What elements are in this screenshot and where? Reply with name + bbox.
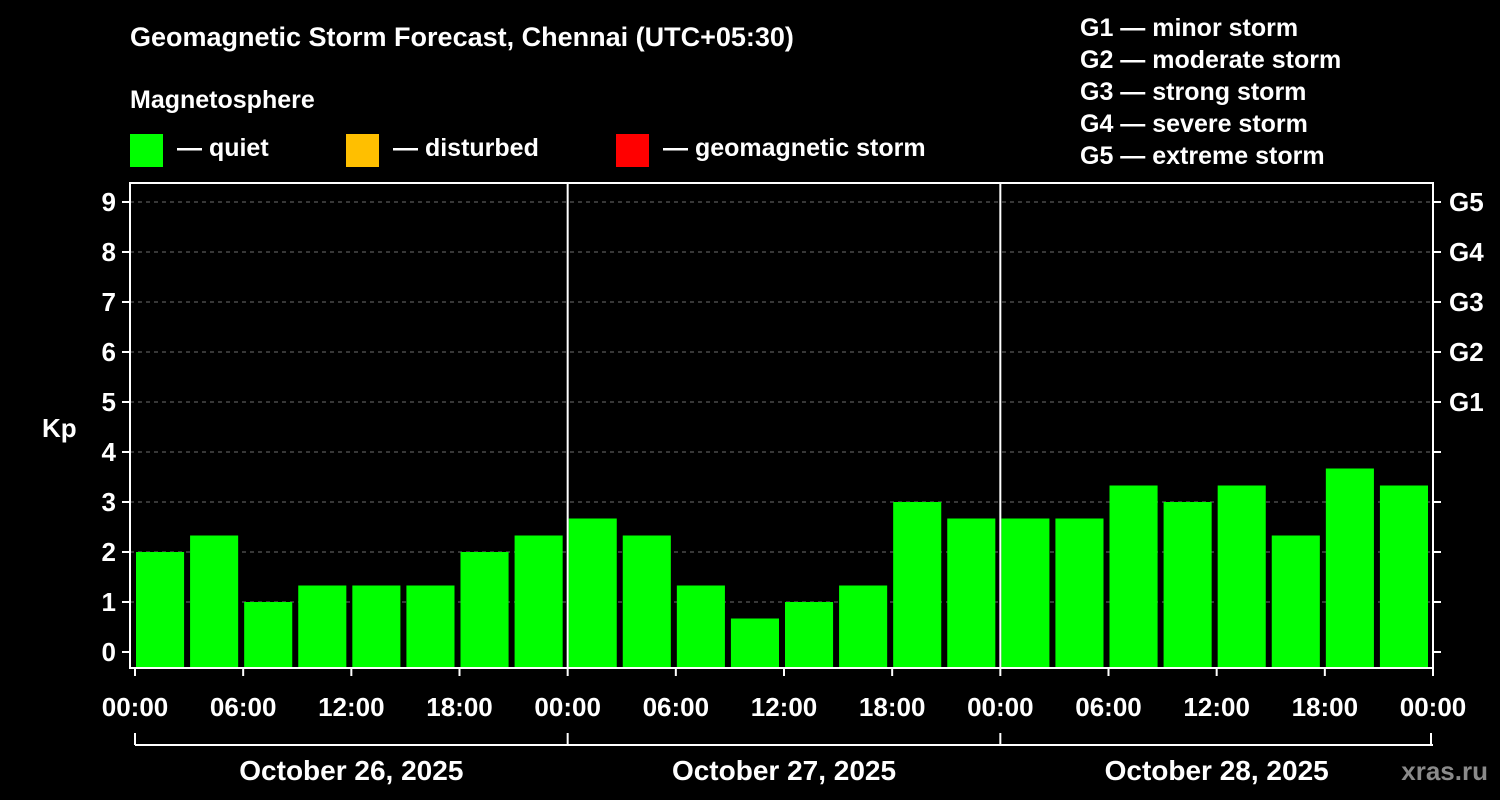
y-tick-label: 4 [102, 437, 117, 467]
kp-bar [947, 518, 996, 668]
g-tick-label: G1 [1449, 387, 1484, 417]
x-tick-label: 00:00 [967, 692, 1034, 722]
kp-bar [676, 585, 725, 668]
kp-bar [298, 585, 347, 668]
x-tick-label: 06:00 [643, 692, 710, 722]
kp-bar [785, 602, 834, 668]
kp-bar [406, 585, 455, 668]
x-tick-label: 06:00 [210, 692, 277, 722]
day-label: October 26, 2025 [239, 755, 463, 786]
legend-label-disturbed: — disturbed [393, 134, 539, 162]
kp-bar [1271, 535, 1320, 668]
kp-bar [1217, 485, 1266, 668]
legend-swatch-disturbed [346, 134, 379, 167]
g-scale-item-g2: G2 — moderate storm [1080, 46, 1342, 74]
legend-label-storm: — geomagnetic storm [663, 134, 926, 162]
legend-label-quiet: — quiet [177, 134, 269, 162]
chart-subtitle: Magnetosphere [130, 86, 315, 114]
y-tick-label: 1 [102, 587, 116, 617]
legend-swatch-quiet [130, 134, 163, 167]
kp-bar [568, 518, 617, 668]
kp-bar [893, 502, 942, 668]
kp-bar [839, 585, 888, 668]
g-tick-label: G4 [1449, 237, 1484, 267]
kp-bar [1379, 485, 1428, 668]
g-scale-item-g1: G1 — minor storm [1080, 14, 1299, 42]
g-tick-label: G5 [1449, 187, 1484, 217]
kp-bar [244, 602, 293, 668]
kp-bar [1109, 485, 1158, 668]
x-tick-label: 00:00 [102, 692, 169, 722]
x-tick-label: 12:00 [318, 692, 385, 722]
chart-title: Geomagnetic Storm Forecast, Chennai (UTC… [130, 22, 794, 52]
kp-bar [1325, 468, 1374, 668]
day-label: October 27, 2025 [672, 755, 896, 786]
y-tick-label: 8 [102, 237, 116, 267]
kp-bar [460, 552, 509, 668]
kp-bar [514, 535, 563, 668]
g-tick-label: G2 [1449, 337, 1484, 367]
y-tick-label: 3 [102, 487, 116, 517]
g-scale-item-g4: G4 — severe storm [1080, 110, 1308, 138]
g-scale-item-g3: G3 — strong storm [1080, 78, 1307, 106]
kp-bar [352, 585, 401, 668]
y-tick-label: 0 [102, 637, 116, 667]
x-tick-label: 18:00 [859, 692, 926, 722]
x-tick-label: 00:00 [534, 692, 601, 722]
kp-bar [190, 535, 239, 668]
x-tick-label: 12:00 [751, 692, 818, 722]
day-label: October 28, 2025 [1105, 755, 1329, 786]
x-tick-label: 18:00 [426, 692, 493, 722]
y-tick-label: 5 [102, 387, 116, 417]
g-tick-label: G3 [1449, 287, 1484, 317]
plot-frame [129, 182, 1434, 669]
x-tick-label: 06:00 [1075, 692, 1142, 722]
y-tick-label: 6 [102, 337, 116, 367]
kp-bar [136, 552, 185, 668]
x-tick-label: 18:00 [1292, 692, 1359, 722]
legend-swatch-storm [616, 134, 649, 167]
y-axis-label: Kp [42, 413, 77, 443]
kp-bar [622, 535, 671, 668]
y-tick-label: 9 [102, 187, 116, 217]
x-tick-label: 00:00 [1400, 692, 1467, 722]
watermark: xras.ru [1401, 756, 1488, 786]
y-tick-label: 7 [102, 287, 116, 317]
kp-bar [730, 618, 779, 668]
kp-bar [1055, 518, 1104, 668]
kp-bar [1001, 518, 1050, 668]
x-tick-label: 12:00 [1183, 692, 1250, 722]
g-scale-item-g5: G5 — extreme storm [1080, 142, 1325, 170]
kp-bar [1163, 502, 1212, 668]
y-tick-label: 2 [102, 537, 116, 567]
